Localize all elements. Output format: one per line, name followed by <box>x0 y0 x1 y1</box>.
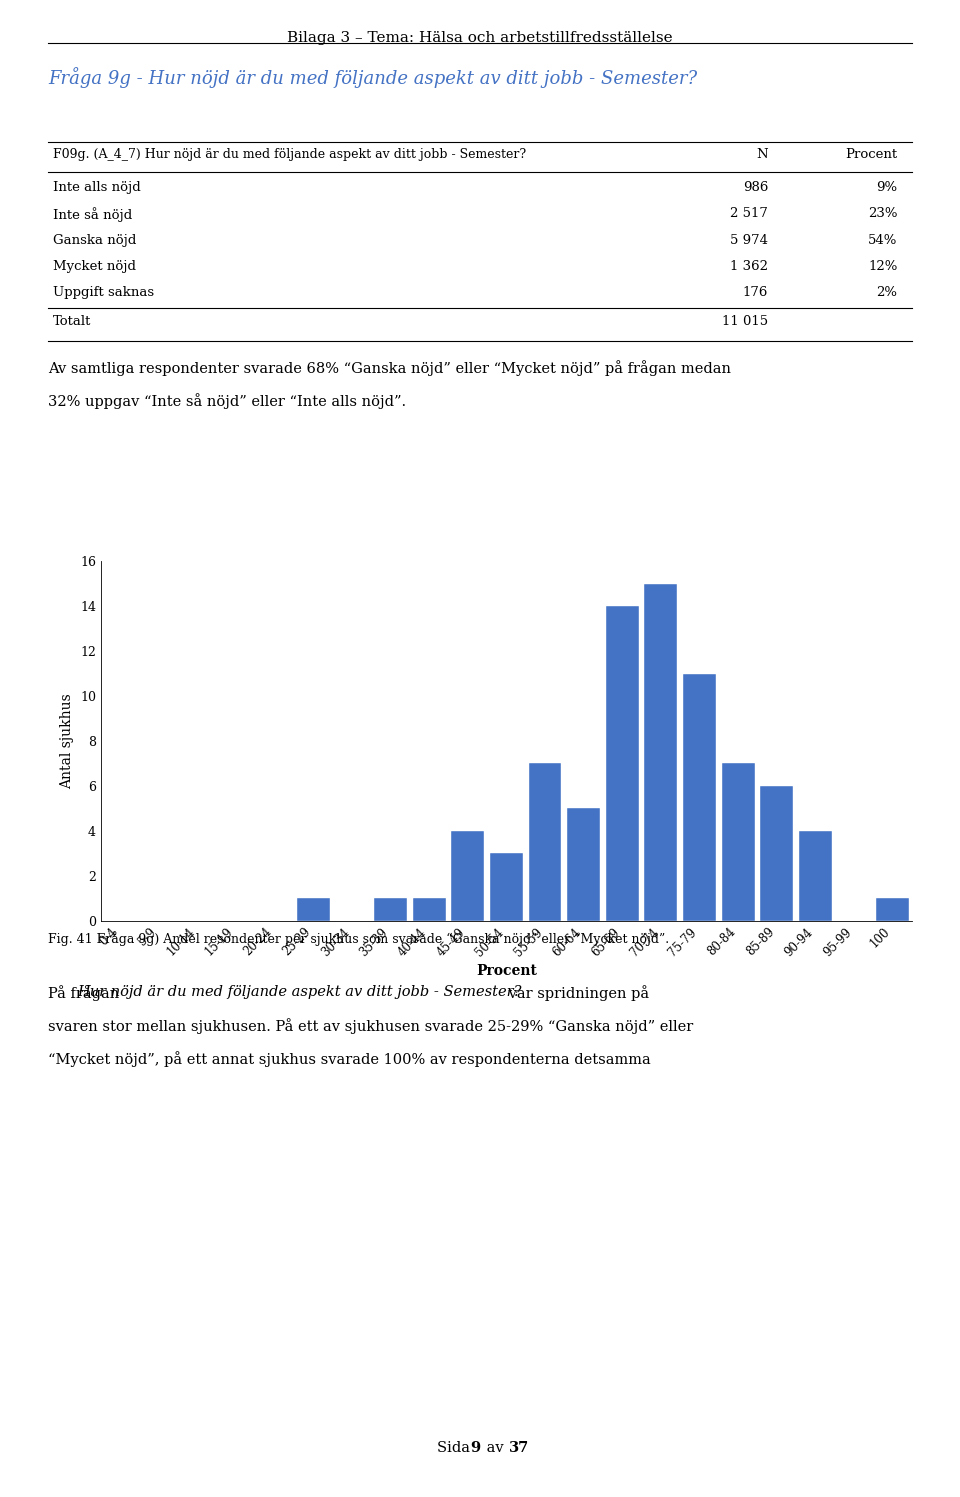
Text: Totalt: Totalt <box>53 314 91 328</box>
Text: svaren stor mellan sjukhusen. På ett av sjukhusen svarade 25-29% “Ganska nöjd” e: svaren stor mellan sjukhusen. På ett av … <box>48 1018 693 1034</box>
Text: 1 362: 1 362 <box>730 259 768 272</box>
Bar <box>529 763 562 921</box>
Text: Fråga 9g - Hur nöjd är du med följande aspekt av ditt jobb - Semester?: Fråga 9g - Hur nöjd är du med följande a… <box>48 67 697 88</box>
Bar <box>490 853 523 921</box>
Text: 176: 176 <box>743 286 768 299</box>
Text: 2 517: 2 517 <box>731 207 768 220</box>
Bar <box>606 606 638 921</box>
Text: 12%: 12% <box>868 259 898 272</box>
Bar <box>451 831 484 921</box>
Bar <box>567 808 600 921</box>
Text: Hur nöjd är du med följande aspekt av ditt jobb - Semester?: Hur nöjd är du med följande aspekt av di… <box>77 985 521 998</box>
Text: På frågan: På frågan <box>48 985 124 1001</box>
Text: 32% uppgav “Inte så nöjd” eller “Inte alls nöjd”.: 32% uppgav “Inte så nöjd” eller “Inte al… <box>48 392 406 409</box>
Text: Ganska nöjd: Ganska nöjd <box>53 234 136 247</box>
Text: av: av <box>482 1442 508 1455</box>
Text: 5 974: 5 974 <box>730 234 768 247</box>
Bar <box>799 831 832 921</box>
Text: F09g. (A_4_7) Hur nöjd är du med följande aspekt av ditt jobb - Semester?: F09g. (A_4_7) Hur nöjd är du med följand… <box>53 148 526 162</box>
Text: 9%: 9% <box>876 181 898 195</box>
Text: Inte så nöjd: Inte så nöjd <box>53 207 132 222</box>
Text: “Mycket nöjd”, på ett annat sjukhus svarade 100% av respondenterna detsamma: “Mycket nöjd”, på ett annat sjukhus svar… <box>48 1051 651 1067</box>
Text: Procent: Procent <box>846 148 898 162</box>
Bar <box>413 898 445 921</box>
Text: 37: 37 <box>509 1442 529 1455</box>
Text: Sida: Sida <box>437 1442 474 1455</box>
Text: N: N <box>756 148 768 162</box>
Text: 11 015: 11 015 <box>722 314 768 328</box>
Text: Uppgift saknas: Uppgift saknas <box>53 286 154 299</box>
Bar <box>876 898 909 921</box>
Text: 986: 986 <box>743 181 768 195</box>
Bar <box>374 898 407 921</box>
Bar <box>297 898 329 921</box>
Bar <box>760 786 793 921</box>
Text: var spridningen på: var spridningen på <box>504 985 649 1001</box>
Text: 23%: 23% <box>868 207 898 220</box>
Bar <box>684 674 716 921</box>
Text: 9: 9 <box>470 1442 481 1455</box>
Bar <box>644 584 678 921</box>
Text: 54%: 54% <box>868 234 898 247</box>
Text: Fig. 41 Fråga 9g) Andel resondenter per sjukhus som svarade “Ganska nöjd” eller : Fig. 41 Fråga 9g) Andel resondenter per … <box>48 931 669 946</box>
Bar <box>722 763 755 921</box>
Y-axis label: Antal sjukhus: Antal sjukhus <box>60 693 74 789</box>
Text: Inte alls nöjd: Inte alls nöjd <box>53 181 140 195</box>
Text: Av samtliga respondenter svarade 68% “Ganska nöjd” eller “Mycket nöjd” på frågan: Av samtliga respondenter svarade 68% “Ga… <box>48 361 731 376</box>
Text: Mycket nöjd: Mycket nöjd <box>53 259 135 272</box>
Text: 2%: 2% <box>876 286 898 299</box>
Text: Bilaga 3 – Tema: Hälsa och arbetstillfredsställelse: Bilaga 3 – Tema: Hälsa och arbetstillfre… <box>287 31 673 45</box>
X-axis label: Procent: Procent <box>476 964 537 979</box>
